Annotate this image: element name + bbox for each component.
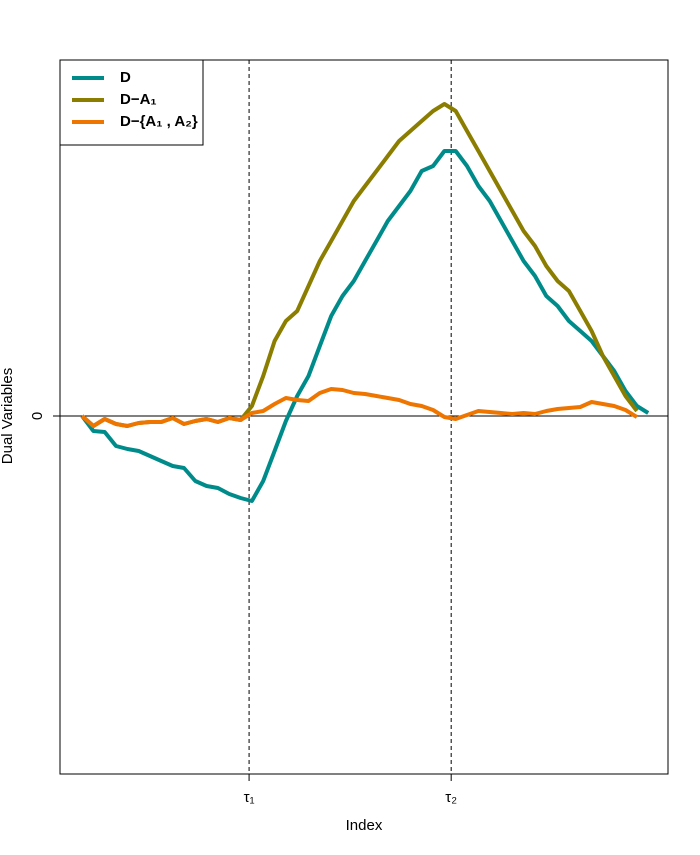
series-line [80, 149, 650, 503]
y-tick-label: 0 [29, 412, 46, 420]
x-tick-label: τ₁ [244, 789, 255, 806]
legend-label: D [120, 69, 131, 86]
legend-label: D−A₁ [120, 91, 157, 108]
plot-frame [59, 59, 669, 775]
series-line [80, 387, 638, 428]
series-line [80, 102, 639, 428]
legend-box [59, 59, 204, 146]
y-axis-label: Dual Variables [0, 368, 16, 464]
x-tick-label: τ₂ [445, 789, 457, 806]
legend-label: D−{A₁ , A₂} [120, 113, 198, 130]
x-axis-label: Index [346, 817, 383, 834]
